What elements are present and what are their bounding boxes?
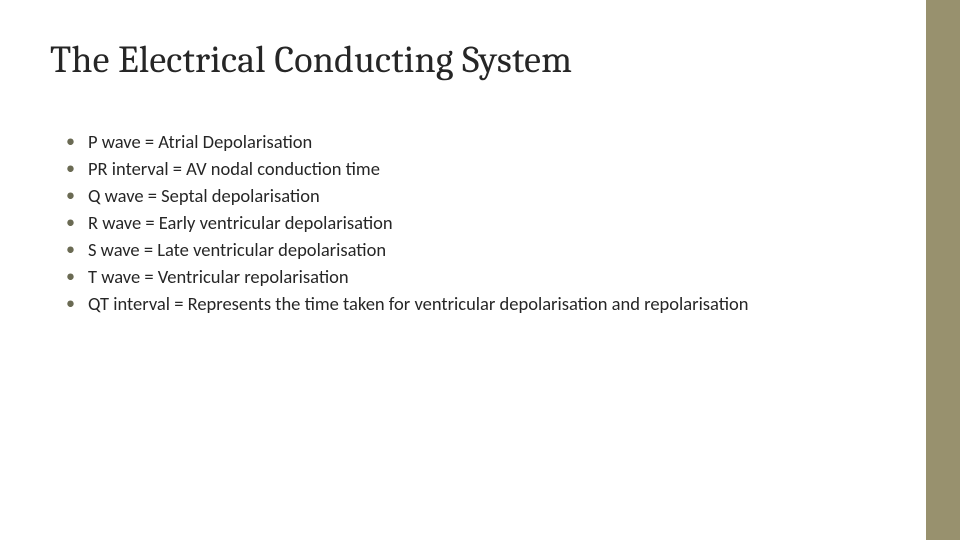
slide-title: The Electrical Conducting System [50, 38, 572, 82]
list-item: R wave = Early ventricular depolarisatio… [66, 209, 866, 236]
slide: The Electrical Conducting System P wave … [0, 0, 960, 540]
list-item: S wave = Late ventricular depolarisation [66, 236, 866, 263]
list-item: P wave = Atrial Depolarisation [66, 128, 866, 155]
side-accent-dark [926, 0, 960, 540]
list-item: QT interval = Represents the time taken … [66, 290, 866, 317]
bullet-list: P wave = Atrial Depolarisation PR interv… [66, 128, 866, 317]
list-item: Q wave = Septal depolarisation [66, 182, 866, 209]
list-item: PR interval = AV nodal conduction time [66, 155, 866, 182]
list-item: T wave = Ventricular repolarisation [66, 263, 866, 290]
